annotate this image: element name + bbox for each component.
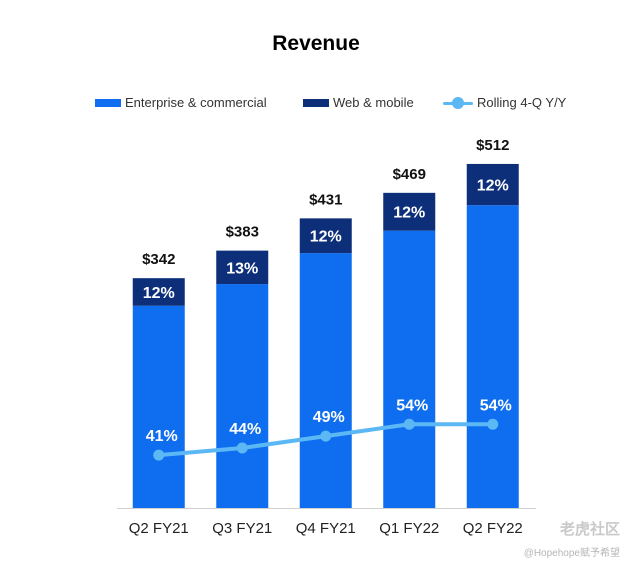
legend-swatch-rolling-yoy [443,96,473,109]
bar-web-mobile-1 [132,278,185,306]
legend-item-web-mobile: Web & mobile [303,95,414,110]
legend-item-enterprise: Enterprise & commercial [95,95,267,110]
watermark-credit: @Hopehope赋予希望 [523,548,620,559]
legend-label-web-mobile: Web & mobile [333,95,414,110]
rolling-yoy-label-5: 54% [480,397,512,414]
x-tick-label-5: Q2 FY22 [463,520,523,537]
bar-web-mobile-3 [299,218,352,254]
total-label-4: $469 [393,166,426,183]
web-share-label-4: 12% [393,205,425,222]
legend-swatch-web-mobile [303,98,329,107]
web-share-label-5: 12% [477,178,509,195]
bar-enterprise-2 [216,284,269,508]
rolling-yoy-label-1: 41% [146,428,178,445]
rolling-yoy-point-5 [487,418,499,430]
bar-web-mobile-4 [383,192,436,231]
chart-title: Revenue [272,32,360,55]
total-label-5: $512 [476,137,509,154]
x-tick-label-3: Q4 FY21 [296,520,356,537]
legend-swatch-enterprise [95,98,121,107]
bar-enterprise-5 [466,205,519,508]
legend-label-rolling-yoy: Rolling 4-Q Y/Y [477,95,567,110]
bar-enterprise-1 [132,305,185,508]
x-tick-label-2: Q3 FY21 [212,520,272,537]
total-label-1: $342 [142,251,175,268]
legend-label-enterprise: Enterprise & commercial [125,95,267,110]
rolling-yoy-label-4: 54% [396,397,428,414]
rolling-yoy-label-3: 49% [313,409,345,426]
x-tick-label-4: Q1 FY22 [379,520,439,537]
rolling-yoy-point-4 [403,418,415,430]
web-share-label-3: 12% [310,229,342,246]
rolling-yoy-point-2 [236,442,248,454]
total-label-3: $431 [309,191,342,208]
bar-enterprise-4 [383,230,436,508]
total-label-2: $383 [226,224,259,241]
web-share-label-1: 12% [143,285,175,302]
rolling-yoy-point-3 [320,430,332,442]
bar-web-mobile-2 [216,250,269,285]
bar-enterprise-3 [299,253,352,508]
x-tick-label-1: Q2 FY21 [129,520,189,537]
bar-web-mobile-5 [466,163,519,206]
rolling-yoy-point-1 [153,449,165,461]
web-share-label-2: 13% [226,260,258,277]
legend-item-rolling-yoy: Rolling 4-Q Y/Y [443,95,566,110]
watermark-logo: 老虎社区 [559,521,620,538]
rolling-yoy-label-2: 44% [229,421,261,438]
